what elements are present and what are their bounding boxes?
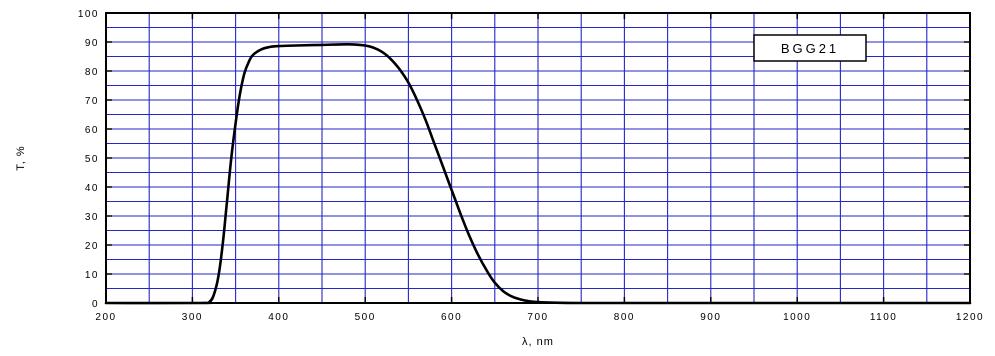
- plot-frame: [105, 12, 971, 304]
- y-tick-label: 0: [92, 299, 99, 310]
- legend-label: BGG21: [781, 41, 839, 56]
- y-tick-label: 60: [85, 125, 99, 136]
- legend: BGG21: [753, 34, 867, 62]
- x-tick-label: 1100: [870, 312, 898, 323]
- x-tick-label: 700: [527, 312, 548, 323]
- x-tick-label: 500: [355, 312, 376, 323]
- y-tick-label: 70: [85, 96, 99, 107]
- y-tick-label: 40: [85, 183, 99, 194]
- x-tick-label: 300: [182, 312, 203, 323]
- y-tick-label: 10: [85, 270, 99, 281]
- grid: [106, 13, 970, 303]
- x-tick-label: 400: [268, 312, 289, 323]
- y-tick-label: 100: [78, 9, 99, 20]
- legend-box: [753, 34, 867, 62]
- x-tick-label: 900: [700, 312, 721, 323]
- y-axis-label: T, %: [15, 145, 27, 170]
- x-tick-label: 1200: [956, 312, 984, 323]
- x-tick-label: 1000: [783, 312, 811, 323]
- x-axis-label: λ, nm: [522, 336, 554, 348]
- y-tick-label: 50: [85, 154, 99, 165]
- y-tick-label: 90: [85, 38, 99, 49]
- x-tick-label: 200: [95, 312, 116, 323]
- y-tick-label: 20: [85, 241, 99, 252]
- y-tick-label: 30: [85, 212, 99, 223]
- y-tick-label: 80: [85, 67, 99, 78]
- x-tick-label: 600: [441, 312, 462, 323]
- x-tick-label: 800: [614, 312, 635, 323]
